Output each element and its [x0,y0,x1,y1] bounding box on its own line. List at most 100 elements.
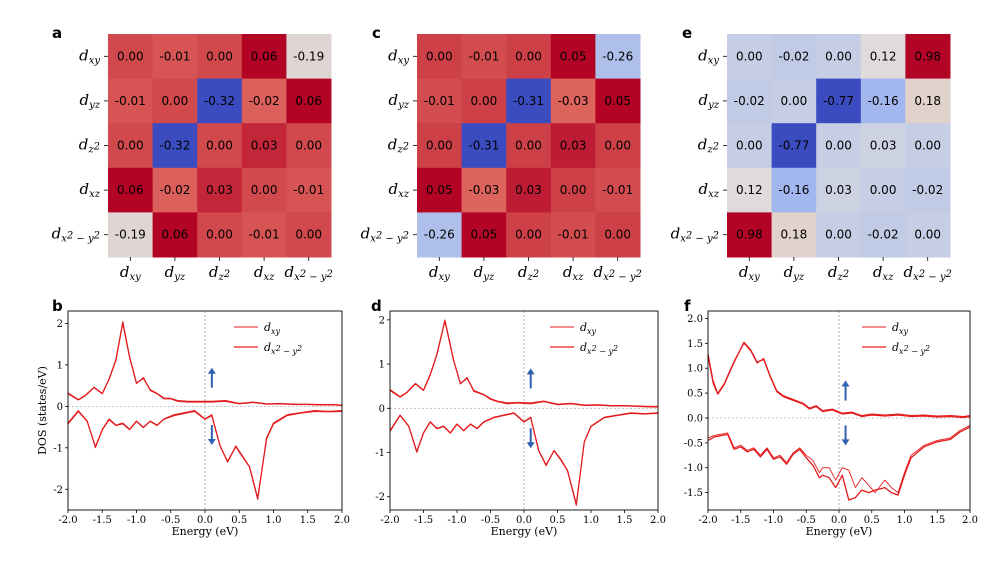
x-axis-label: Energy (eV) [172,525,239,538]
heatmap-cell [417,78,463,124]
x-tick-label: -2.0 [380,515,399,526]
y-axis-label: DOS (states/eV) [36,366,49,455]
cell-value: 0.00 [515,228,542,242]
x-axis-label: Energy (eV) [806,525,873,538]
x-tick-label: -1.0 [127,515,146,526]
legend-label: dxy [892,321,909,336]
cell-value: 0.00 [295,139,322,153]
cell-value: 0.06 [162,228,189,242]
cell-value: 0.00 [206,49,233,63]
x-tick-label: 0.5 [231,515,247,526]
heatmap-cell [595,34,641,80]
y-tick-label: -1.5 [684,488,703,499]
y-tick-label: 0.5 [687,389,703,400]
cell-value: -0.02 [778,49,809,63]
cell-value: 0.06 [251,49,278,63]
orbital-label: dx2 − y2 [52,225,100,245]
cell-value: -0.16 [778,183,809,197]
x-tick-label: -1.5 [414,515,433,526]
x-tick-label: 0.5 [864,515,880,526]
cell-value: 0.00 [295,228,322,242]
orbital-label: dxz [873,263,894,283]
cell-value: 0.00 [117,139,144,153]
cell-value: 0.00 [914,139,941,153]
heatmap-cell [550,212,596,258]
heatmap-cell [860,34,906,80]
heatmap-cell [286,78,332,124]
heatmap-e: e 0.00 -0.02 0.00 0.12 0.98 -0.02 0.00 -0.77 -0.1… [671,24,952,283]
y-tick-label: 1.5 [687,339,703,350]
heatmap-cell [771,212,817,258]
orbital-label: dyz [784,263,805,283]
heatmap-cell [197,123,243,169]
cell-value: -0.16 [868,94,899,108]
orbital-label: dxy [429,263,450,283]
heatmap-cell [108,212,154,258]
heatmap-cell [550,167,596,213]
orbital-label: dxz [79,180,100,200]
cell-value: 0.03 [206,183,233,197]
cell-value: 0.00 [914,228,941,242]
spin-up-arrowhead [207,367,216,374]
heatmap-cell [550,78,596,124]
legend-label: dx2 − y2 [580,341,618,356]
cell-value: 0.00 [736,49,763,63]
cell-value: -0.32 [204,94,235,108]
dos-plot-d: d -2.0 -1.5 -1.0 -0.5 0.0 0.5 1.0 1.5 2.0 2 1 0 -1 -2 E… [371,297,666,538]
x-tick-label: -1.5 [93,515,112,526]
heatmap-cell [241,78,287,124]
x-tick-label: 0.0 [516,515,532,526]
heatmap-cell [197,34,243,80]
cell-value: -0.03 [468,183,499,197]
heatmap-cell [241,212,287,258]
orbital-label: dyz [388,91,409,111]
heatmap-cell [816,34,862,80]
cell-value: -0.02 [912,183,943,197]
cell-value: 0.00 [604,228,631,242]
y-tick-label: -2 [375,492,385,503]
cell-value: -0.19 [115,228,146,242]
dos-series-line [707,424,971,494]
orbital-label: dxy [79,46,100,66]
y-tick-label: 0.0 [687,413,703,424]
heatmap-cell [727,123,773,169]
cell-value: 0.05 [471,228,498,242]
x-tick-label: -2.0 [698,515,717,526]
cell-value: -0.01 [468,49,499,63]
cell-value: -0.31 [513,94,544,108]
legend-label: dx2 − y2 [892,341,930,356]
cell-value: -0.02 [159,183,190,197]
cell-value: 0.00 [736,139,763,153]
cell-value: 0.00 [515,139,542,153]
cell-value: 0.00 [515,49,542,63]
heatmap-cell [550,34,596,80]
heatmap-cell [771,34,817,80]
heatmap-cell [108,167,154,213]
heatmap-a: a 0.00 -0.01 0.00 0.06 -0.19 -0.01 0.00 -0.32 -0.… [52,24,333,283]
heatmap-cell [860,78,906,124]
cell-value: -0.01 [602,183,633,197]
cell-value: 0.05 [560,49,587,63]
cell-value: 0.00 [426,139,453,153]
heatmap-cell [860,123,906,169]
x-tick-label: 0.5 [550,515,566,526]
heatmap-cell [461,123,507,169]
orbital-label: dxy [739,263,760,283]
orbital-label: dxy [698,46,719,66]
cell-value: 0.00 [426,49,453,63]
x-tick-label: 0.0 [197,515,213,526]
orbital-label: dx2 − y2 [361,225,409,245]
cell-value: -0.02 [249,94,280,108]
heatmap-cell [771,123,817,169]
cell-value: 0.00 [206,139,233,153]
cell-value: 0.00 [825,139,852,153]
cell-value: 0.03 [560,139,587,153]
y-tick-label: 2.0 [687,314,703,325]
heatmap-cell [152,78,198,124]
heatmap-cell [550,123,596,169]
cell-value: 0.00 [206,228,233,242]
spin-down-arrowhead [841,439,850,446]
cell-value: 0.03 [825,183,852,197]
heatmap-cell [727,34,773,80]
